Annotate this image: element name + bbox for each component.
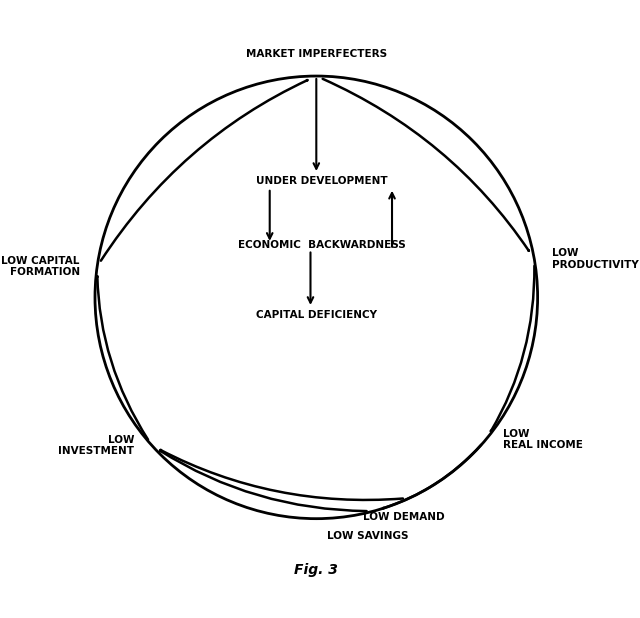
Text: LOW
INVESTMENT: LOW INVESTMENT <box>58 434 134 456</box>
Text: ECONOMIC  BACKWARDNESS: ECONOMIC BACKWARDNESS <box>238 240 406 250</box>
Text: LOW DEMAND: LOW DEMAND <box>364 512 445 522</box>
FancyArrowPatch shape <box>97 276 148 439</box>
Text: LOW SAVINGS: LOW SAVINGS <box>328 531 409 541</box>
Text: LOW
REAL INCOME: LOW REAL INCOME <box>503 429 583 451</box>
Text: LOW CAPITAL
FORMATION: LOW CAPITAL FORMATION <box>1 256 79 277</box>
FancyArrowPatch shape <box>323 79 529 251</box>
Text: Fig. 3: Fig. 3 <box>294 563 339 577</box>
FancyArrowPatch shape <box>383 445 481 509</box>
FancyArrowPatch shape <box>491 266 534 431</box>
Text: LOW
PRODUCTIVITY: LOW PRODUCTIVITY <box>552 248 639 269</box>
FancyArrowPatch shape <box>161 450 403 500</box>
FancyArrowPatch shape <box>160 451 367 511</box>
Text: CAPITAL DEFICIENCY: CAPITAL DEFICIENCY <box>256 310 377 320</box>
FancyArrowPatch shape <box>101 80 307 261</box>
Text: UNDER DEVELOPMENT: UNDER DEVELOPMENT <box>256 176 388 186</box>
Text: MARKET IMPERFECTERS: MARKET IMPERFECTERS <box>246 49 387 59</box>
